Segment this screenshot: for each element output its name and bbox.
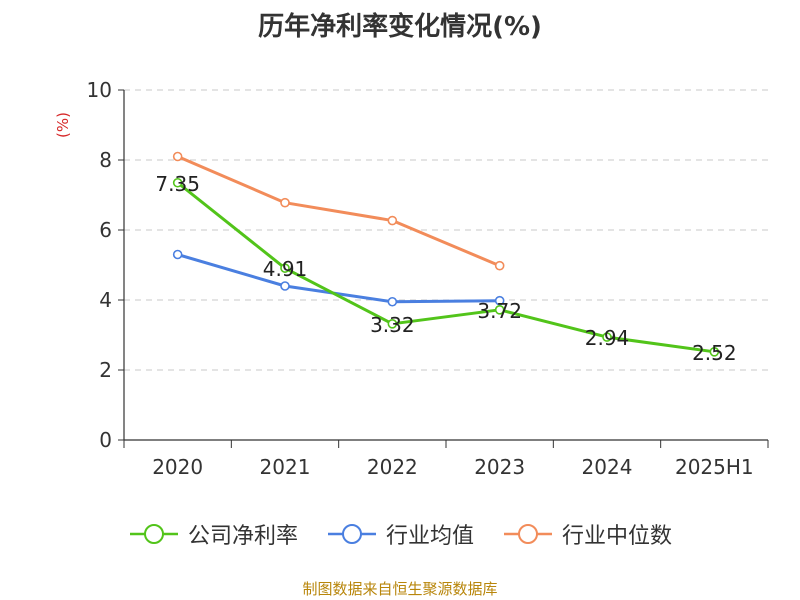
- y-tick-label: 4: [99, 288, 112, 312]
- data-point: [172, 151, 183, 162]
- data-point: [494, 304, 505, 315]
- y-tick-label: 10: [87, 78, 112, 102]
- data-point: [494, 260, 505, 271]
- x-tick-label: 2022: [367, 455, 418, 479]
- chart-title: 历年净利率变化情况(%): [258, 12, 542, 42]
- data-label: 3.72: [477, 299, 522, 323]
- legend-marker-icon: [327, 524, 376, 544]
- data-point: [172, 177, 183, 188]
- series-line: [177, 253, 500, 304]
- series-layer: [172, 151, 720, 357]
- x-tick-label: 2024: [582, 455, 633, 479]
- source-note: 制图数据来自恒生聚源数据库: [302, 580, 498, 598]
- data-point: [280, 281, 290, 291]
- series-line: [177, 155, 501, 268]
- data-point: [172, 249, 183, 260]
- legend: 公司净利率 行业均值 行业中位数: [0, 518, 800, 550]
- data-point: [280, 263, 290, 273]
- y-tick-label: 6: [99, 218, 112, 242]
- data-point: [709, 346, 720, 357]
- data-point: [387, 215, 398, 226]
- x-tick-label: 2023: [474, 455, 525, 479]
- legend-item[interactable]: 行业均值: [326, 518, 474, 550]
- legend-item[interactable]: 行业中位数: [502, 518, 672, 550]
- x-tick-label: 2020: [152, 455, 203, 479]
- legend-marker-icon: [504, 524, 552, 544]
- data-point: [494, 295, 505, 306]
- data-point: [387, 318, 398, 329]
- data-label: 2.52: [692, 341, 737, 365]
- axis-layer: 0 2 4 6 8 10 2020 2021 2022 2023 2024 2025H1: [87, 78, 769, 479]
- legend-label: 行业中位数: [562, 524, 673, 549]
- series-line: [176, 181, 715, 354]
- y-tick-label: 2: [99, 358, 112, 382]
- legend-marker-icon: [129, 524, 178, 544]
- grid-layer: [124, 89, 768, 371]
- x-tick-label: 2025H1: [675, 455, 754, 479]
- data-point: [387, 296, 398, 307]
- x-tick-label: 2021: [260, 455, 311, 479]
- data-label: 7.35: [155, 172, 200, 196]
- legend-item[interactable]: 公司净利率: [128, 518, 298, 550]
- y-tick-label: 8: [99, 148, 112, 172]
- data-label: 3.32: [370, 313, 415, 337]
- legend-label: 行业均值: [385, 524, 474, 549]
- data-point: [280, 197, 290, 208]
- data-point: [602, 332, 612, 342]
- label-layer: 7.35 4.91 3.32 3.72 2.94 2.52: [155, 172, 736, 365]
- data-label: 4.91: [263, 257, 308, 281]
- data-label: 2.94: [585, 326, 630, 350]
- legend-label: 公司净利率: [187, 524, 298, 549]
- y-tick-label: 0: [99, 428, 112, 452]
